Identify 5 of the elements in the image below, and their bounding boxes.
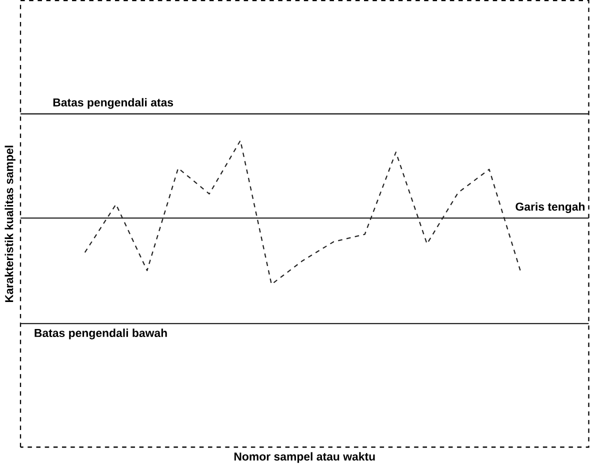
y-axis-title: Karakteristik kualitas sampel: [4, 146, 16, 302]
ref-line-label: Batas pengendali bawah: [34, 328, 167, 340]
ref-line-label: Batas pengendali atas: [53, 98, 174, 109]
x-axis-title: Nomor sampel atau waktu: [234, 452, 375, 464]
ref-line-label: Garis tengah: [516, 202, 585, 214]
